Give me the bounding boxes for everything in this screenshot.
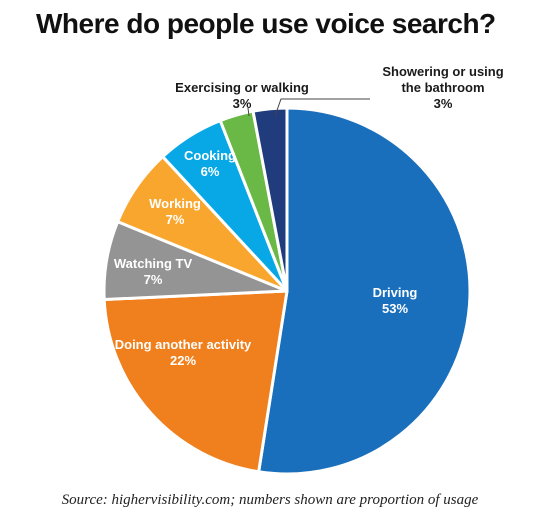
slice-value-label: 7% xyxy=(144,272,163,287)
slice-value-label: 3% xyxy=(434,96,453,111)
slice-value-label: 53% xyxy=(382,301,408,316)
pie-slice-showering-or-using-the-bathroom xyxy=(251,106,289,293)
leader-line xyxy=(274,98,370,117)
pie-slice-doing-another-activity xyxy=(102,289,289,474)
slice-name-label: the bathroom xyxy=(401,80,484,95)
pie-chart: Driving 53% Doing another activity 22% Watch… xyxy=(102,64,504,476)
slice-label: Watching TV 7% xyxy=(114,256,193,287)
slice-name-label: Doing another activity xyxy=(115,337,252,352)
slice-label: Exercising or walking 3% xyxy=(175,80,309,111)
slice-label: Working 7% xyxy=(149,196,201,227)
slice-label: Showering or using the bathroom 3% xyxy=(382,64,503,111)
slice-name-label: Cooking xyxy=(184,148,236,163)
slice-value-label: 7% xyxy=(166,212,185,227)
slice-name-label: Showering or using xyxy=(382,64,503,79)
slice-value-label: 3% xyxy=(233,96,252,111)
slice-label: Doing another activity 22% xyxy=(115,337,252,368)
slice-name-label: Working xyxy=(149,196,201,211)
slice-label: Driving 53% xyxy=(373,285,418,316)
slice-name-label: Exercising or walking xyxy=(175,80,309,95)
slice-name-label: Watching TV xyxy=(114,256,193,271)
source-note: Source: highervisibility.com; numbers sh… xyxy=(61,492,479,508)
slice-value-label: 6% xyxy=(201,164,220,179)
slice-value-label: 22% xyxy=(170,353,196,368)
slice-name-label: Driving xyxy=(373,285,418,300)
slice-label: Cooking 6% xyxy=(184,148,236,179)
leader-line xyxy=(247,107,250,117)
chart-title: Where do people use voice search? xyxy=(36,8,496,39)
pie-slice-driving xyxy=(257,106,472,476)
